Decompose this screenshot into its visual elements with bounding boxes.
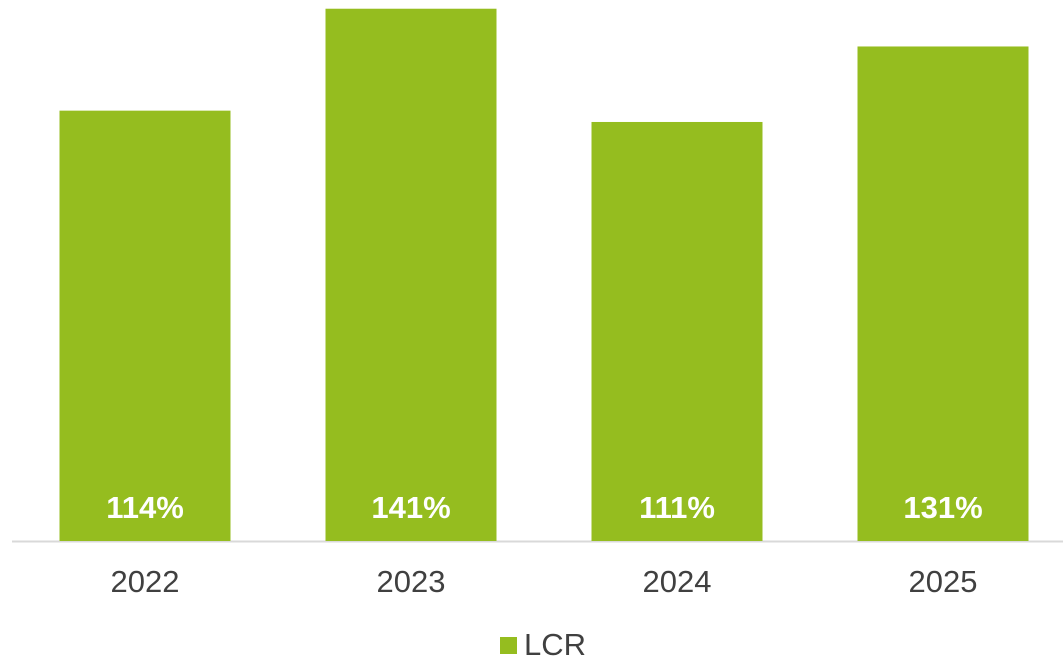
legend-label: LCR xyxy=(524,627,586,662)
x-tick-label: 2025 xyxy=(909,564,978,599)
bar xyxy=(59,110,231,542)
x-tick-label: 2024 xyxy=(643,564,712,599)
bar xyxy=(591,121,763,541)
data-label: 141% xyxy=(371,490,450,525)
x-tick-label: 2023 xyxy=(377,564,446,599)
bar xyxy=(857,46,1029,541)
data-label: 111% xyxy=(639,490,715,525)
bar xyxy=(325,8,497,542)
x-tick-label: 2022 xyxy=(111,564,180,599)
legend-swatch xyxy=(500,637,517,654)
data-label: 114% xyxy=(106,490,184,525)
data-label: 131% xyxy=(903,490,982,525)
